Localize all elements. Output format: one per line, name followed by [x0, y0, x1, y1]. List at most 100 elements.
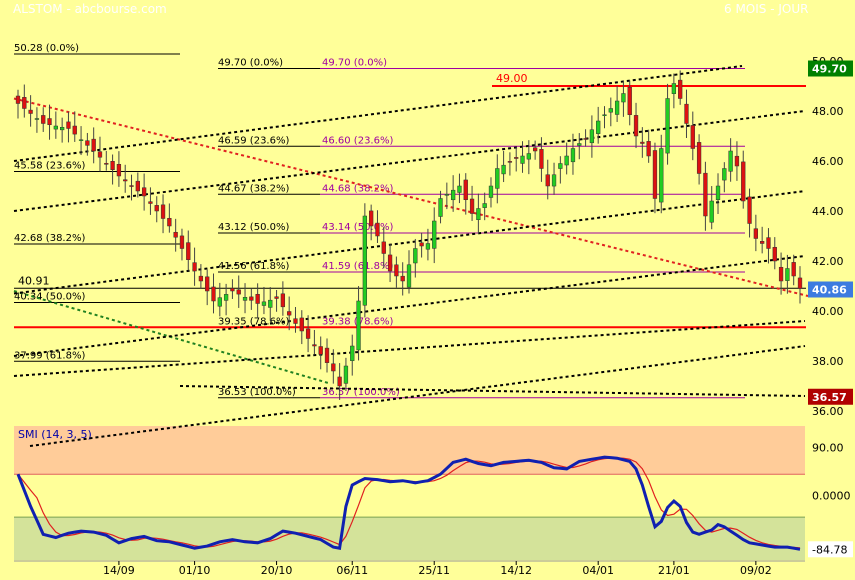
candle-up [495, 168, 500, 189]
date-axis: 14/09 01/10 20/10 06/11 25/11 14/12 04/01 21/01… [14, 560, 805, 577]
candle-up [577, 143, 582, 146]
fib-left-label: 40.34 (50.0%) [14, 292, 85, 303]
candle-down [312, 344, 317, 347]
x-tick-label: 14/12 [500, 564, 532, 577]
price-badge [808, 281, 853, 298]
candle-up [671, 83, 677, 94]
candle-down [640, 141, 645, 144]
candle-down [47, 118, 52, 125]
price-tick-label: 42.00 [812, 255, 844, 268]
candle-up [242, 297, 248, 301]
candlesticks [15, 70, 803, 400]
candle-up [520, 155, 525, 164]
candle-up [709, 200, 714, 223]
price-tick-label: 40.00 [812, 305, 844, 318]
candle-up [432, 220, 437, 249]
candle-down [463, 179, 468, 200]
candle-down [293, 318, 298, 324]
candle-down [236, 289, 241, 295]
candle-down [734, 155, 740, 167]
candle-up [476, 208, 481, 220]
price-badge-label: 49.70 [812, 63, 847, 76]
fib-mid-purple-label: 44.68 (38.2%) [322, 183, 393, 194]
candle-down [760, 241, 765, 244]
x-tick-label: 20/10 [261, 564, 293, 577]
candle-down [766, 237, 771, 249]
smi-line [16, 455, 801, 551]
candle-down [331, 363, 336, 372]
candle-down [539, 149, 544, 169]
candle-down [791, 262, 796, 277]
candle-down [419, 242, 424, 247]
candle-down [797, 277, 803, 289]
candle-down [652, 150, 658, 199]
candle-up [60, 127, 65, 131]
candle-up [558, 163, 563, 169]
candle-up [665, 98, 670, 154]
candle-up [261, 301, 267, 306]
downtrend-line [13, 97, 809, 297]
candle-up [457, 185, 462, 193]
candle-down [545, 174, 550, 187]
fib-mid-purple-label: 46.60 (23.6%) [322, 135, 393, 146]
x-tick-label: 01/10 [179, 564, 211, 577]
candle-up [551, 174, 557, 187]
candle-up [217, 297, 222, 307]
fib-left-label: 45.58 (23.6%) [14, 161, 85, 172]
candle-down [91, 138, 96, 152]
candle-up [608, 108, 613, 113]
price-badge [808, 388, 853, 405]
candle-down [337, 376, 342, 387]
candle-up [715, 185, 721, 200]
candle-down [173, 231, 178, 238]
candle-down [179, 235, 185, 249]
candle-up [343, 365, 349, 384]
candle-up [728, 150, 733, 172]
candle-up [413, 248, 418, 264]
candle-down [583, 138, 588, 140]
candle-down [394, 264, 399, 277]
fib-mid-purple-label: 41.59 (61.8%) [322, 261, 393, 272]
candle-down [141, 187, 147, 197]
price-badge-label: 36.57 [812, 391, 847, 404]
candle-down [469, 198, 475, 214]
smi-indicator [16, 455, 801, 551]
candle-down [375, 222, 380, 237]
candle-down [369, 210, 374, 227]
channel-line [29, 345, 806, 447]
smi-last-value: -84.78 [812, 543, 847, 556]
candle-up [223, 294, 229, 301]
x-tick-label: 06/11 [336, 564, 368, 577]
candle-down [741, 161, 746, 202]
candle-down [255, 293, 260, 304]
candle-up [602, 114, 607, 116]
price-tick-label: 46.00 [812, 155, 844, 168]
price-tick-label: 48.00 [812, 105, 844, 118]
candle-down [280, 293, 286, 308]
candle-down [116, 164, 122, 177]
fibonacci-levels: 50.28 (0.0%) 45.58 (23.6%) 42.68 (38.2%) 40… [14, 43, 806, 399]
candle-up [438, 198, 443, 217]
candle-down [696, 142, 702, 174]
candle-down [753, 228, 758, 239]
channel-line [13, 255, 806, 357]
candle-up [444, 194, 449, 196]
x-tick-label: 25/11 [418, 564, 450, 577]
fib-left-label: 50.28 (0.0%) [14, 43, 79, 54]
candle-down [318, 346, 323, 355]
candle-up [785, 268, 790, 281]
candle-up [488, 185, 494, 198]
candle-down [778, 266, 784, 282]
candle-down [66, 121, 71, 129]
price-badges: 49.70 40.86 36.57 -84.78 [808, 60, 853, 558]
fib-mid-black-label: 44.67 (38.2%) [218, 183, 289, 194]
candle-up [501, 164, 506, 175]
fib-left-label: 37.99 (61.8%) [14, 350, 85, 361]
x-tick-label: 09/02 [740, 564, 772, 577]
candle-down [703, 172, 708, 217]
candle-up [596, 120, 601, 134]
candle-up [722, 168, 727, 181]
candle-down [627, 87, 632, 116]
